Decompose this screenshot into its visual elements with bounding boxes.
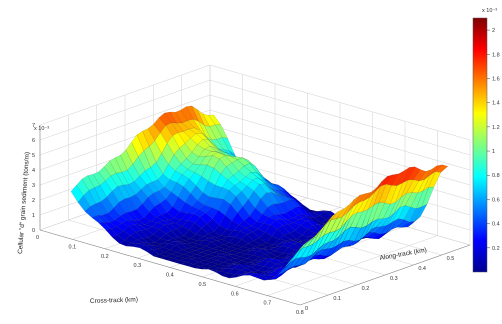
y-tick-label: 0.4 [418, 266, 426, 272]
x-tick-label: 0.7 [264, 301, 272, 307]
x-tick-label: 0.5 [199, 282, 207, 288]
y-tick-label: 0.1 [333, 296, 341, 302]
z-exponent-label: x 10⁻³ [34, 126, 49, 132]
x-tick-label: 0.3 [134, 263, 142, 269]
y-tick-label: 0 [305, 306, 308, 312]
z-tick-label: 2 [32, 198, 35, 204]
surface-patch [352, 193, 366, 207]
colorbar-tick-label: 0.8 [492, 173, 500, 179]
z-tick-label: 4 [32, 168, 35, 174]
colorbar-tick-label: 0.6 [492, 197, 500, 203]
surface-plot [70, 105, 449, 281]
colorbar-tick-label: 1.8 [492, 52, 500, 58]
x-tick-label: 0 [36, 235, 39, 241]
x-axis-label: Cross-track (km) [90, 296, 138, 305]
surface-patch [391, 170, 405, 186]
surface-patch [396, 167, 410, 186]
z-tick-label: 3 [32, 183, 35, 189]
z-tick-label: 0 [32, 228, 35, 234]
surface-patch [418, 169, 432, 182]
axis-ticks: 00.10.20.30.40.50.60.70.800.10.20.30.40.… [32, 123, 483, 316]
colorbar-ticks: 0.2 0.4 0.6 0.8 1 1.2 1.4 1.6 1.8 2 [487, 28, 500, 252]
surface-patch [380, 174, 394, 187]
colorbar-tick-label: 1.4 [492, 101, 500, 107]
colorbar-tick-label: 2 [492, 28, 495, 34]
surface-patch [385, 173, 399, 186]
surface-patch [429, 164, 443, 176]
colorbar-tick-label: 0.4 [492, 222, 500, 228]
x-tick-label: 0.6 [231, 291, 239, 297]
y-tick-label: 0.5 [447, 256, 455, 262]
surface-patch [298, 240, 311, 251]
z-tick-label: 6 [32, 138, 35, 144]
surface-patch [336, 204, 350, 219]
surface-patch [369, 181, 383, 198]
z-tick-label: 5 [32, 153, 35, 159]
y-axis-label: Along-track (km) [379, 247, 427, 262]
colorbar-exponent-label: x 10⁻³ [482, 8, 497, 14]
z-tick-label: 1 [32, 213, 35, 219]
surface-patch [363, 187, 377, 201]
y-tick-label: 0.3 [390, 276, 398, 282]
colorbar-tick-label: 0.2 [492, 246, 500, 252]
surface-patch [402, 166, 416, 184]
surface-patch [374, 176, 388, 192]
x-tick-label: 0.8 [296, 310, 304, 316]
x-tick-label: 0.1 [69, 244, 77, 250]
colorbar: x 10⁻³ 0.2 0.4 0.6 0.8 1 1.2 1.4 1.6 1.8 2 [472, 8, 500, 273]
surface-patch [347, 195, 361, 213]
colorbar-tick-label: 1 [492, 149, 495, 155]
surface-patch [330, 208, 344, 221]
x-tick-label: 0.2 [101, 254, 109, 260]
z-axis-label: Cellular "d" grain sediment (tons/m) [17, 152, 31, 254]
surface-patch [358, 192, 372, 203]
surface-patch [424, 165, 437, 180]
x-tick-label: 0.4 [166, 273, 174, 279]
colorbar-tick-label: 1.2 [492, 125, 500, 131]
colorbar-tick-label: 1.6 [492, 76, 500, 82]
y-tick-label: 0.2 [362, 286, 370, 292]
z-tick-label: 7 [32, 123, 35, 129]
surface-patch [341, 199, 355, 218]
surface-patch [435, 164, 449, 173]
colorbar-gradient [472, 17, 488, 273]
